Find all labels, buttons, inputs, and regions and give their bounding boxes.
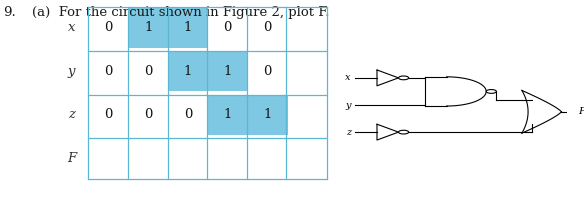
Text: 1: 1 [224,65,232,78]
Text: 0: 0 [105,65,113,78]
Text: 0: 0 [105,108,113,121]
Text: 1: 1 [263,108,272,121]
Text: 0: 0 [105,21,113,34]
Text: z: z [68,108,75,121]
Text: 1: 1 [184,21,192,34]
Circle shape [398,130,409,134]
Text: 1: 1 [144,21,152,34]
Text: 1: 1 [224,108,232,121]
Text: 0: 0 [263,65,272,78]
Text: x: x [68,21,75,34]
Text: F: F [578,107,584,116]
Text: 9.: 9. [4,6,16,19]
Text: (a)  For the circuit shown in Figure 2, plot F.: (a) For the circuit shown in Figure 2, p… [32,6,329,19]
Text: x: x [346,73,351,82]
Bar [168,7,208,48]
Bar [128,7,169,48]
Circle shape [398,76,409,80]
Text: z: z [346,128,351,137]
Text: y: y [68,65,75,78]
Text: F: F [67,152,76,165]
Text: y: y [346,101,351,109]
Text: 0: 0 [263,21,272,34]
Bar [207,51,248,91]
Text: 0: 0 [184,108,192,121]
Bar [247,94,287,135]
Text: 0: 0 [224,21,232,34]
Text: 0: 0 [144,108,152,121]
Text: 1: 1 [184,65,192,78]
Bar [207,94,248,135]
Text: 0: 0 [144,65,152,78]
Bar [168,51,208,91]
Circle shape [486,89,496,93]
